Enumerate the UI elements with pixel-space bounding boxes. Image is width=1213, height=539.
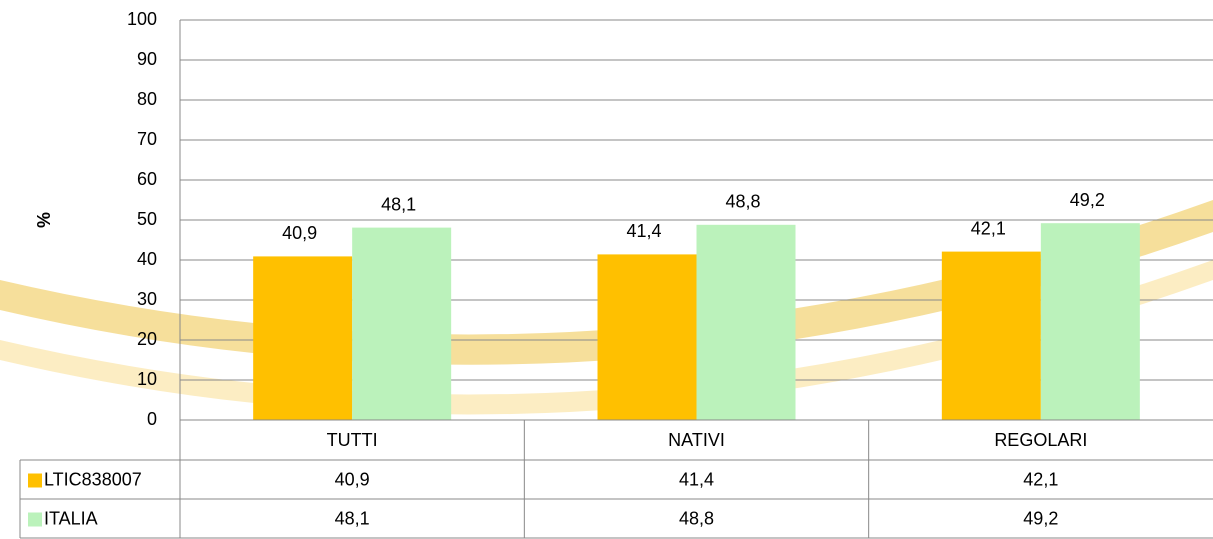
legend-label: LTIC838007 <box>44 469 142 489</box>
legend-swatch <box>28 513 42 527</box>
y-tick-label: 100 <box>127 9 157 29</box>
y-tick-label: 50 <box>137 209 157 229</box>
table-cell: 42,1 <box>1023 469 1058 489</box>
bar <box>253 256 352 420</box>
data-label: 48,8 <box>725 192 760 212</box>
y-axis-label: % <box>34 212 54 228</box>
y-tick-label: 20 <box>137 329 157 349</box>
y-tick-label: 10 <box>137 369 157 389</box>
bar <box>352 228 451 420</box>
bar <box>598 254 697 420</box>
bar <box>697 225 796 420</box>
table-cell: 48,8 <box>679 508 714 528</box>
y-tick-label: 40 <box>137 249 157 269</box>
table-cell: 40,9 <box>335 469 370 489</box>
data-label: 40,9 <box>282 223 317 243</box>
table-cell: 48,1 <box>335 508 370 528</box>
y-tick-label: 90 <box>137 49 157 69</box>
y-tick-label: 30 <box>137 289 157 309</box>
y-tick-label: 60 <box>137 169 157 189</box>
legend-label: ITALIA <box>44 508 98 528</box>
bar <box>942 252 1041 420</box>
x-tick-label: TUTTI <box>327 430 378 450</box>
data-label: 41,4 <box>626 221 661 241</box>
bar <box>1041 223 1140 420</box>
legend-swatch <box>28 474 42 488</box>
table-cell: 49,2 <box>1023 508 1058 528</box>
chart: % 0 10 20 30 40 50 60 70 80 90 100 40,9 48,1 41,4 48,8… <box>0 0 1213 539</box>
y-tick-label: 0 <box>147 409 157 429</box>
data-label: 42,1 <box>971 218 1006 238</box>
y-tick-label: 70 <box>137 129 157 149</box>
x-tick-label: REGOLARI <box>994 430 1087 450</box>
y-tick-label: 80 <box>137 89 157 109</box>
table-cell: 41,4 <box>679 469 714 489</box>
x-tick-label: NATIVI <box>668 430 725 450</box>
data-label: 48,1 <box>381 194 416 214</box>
data-label: 49,2 <box>1070 190 1105 210</box>
